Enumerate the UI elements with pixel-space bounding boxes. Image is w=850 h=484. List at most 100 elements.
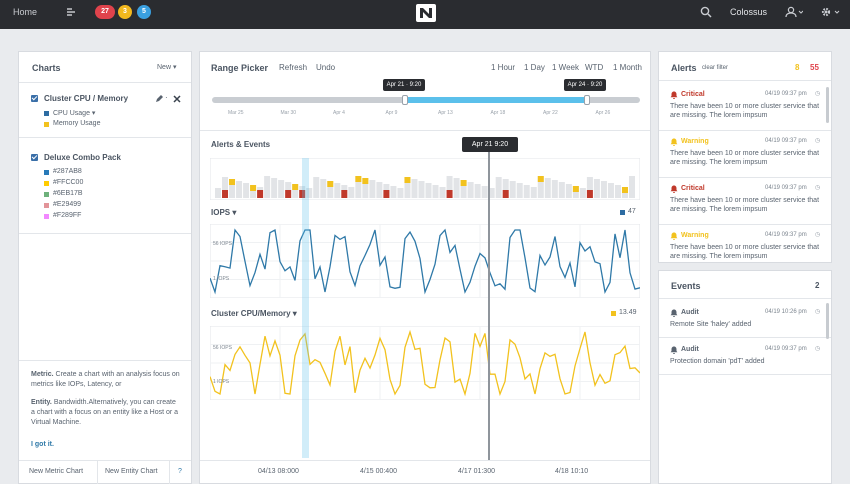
help-text: Metric. Create a chart with an analysis … bbox=[31, 370, 181, 428]
legend-label: #F289FF bbox=[53, 212, 82, 219]
alert-time: 04/19 09:37 pm bbox=[765, 138, 807, 144]
range-wtd[interactable]: WTD bbox=[585, 63, 604, 72]
bell-icon bbox=[670, 91, 678, 99]
event-message: Protection domain 'pdT' added bbox=[670, 358, 765, 365]
event-bar bbox=[523, 185, 530, 198]
cluster-name[interactable]: Colossus bbox=[730, 7, 768, 17]
cpu-memory-title[interactable]: Cluster CPU/Memory ▾ bbox=[211, 309, 297, 318]
bell-icon bbox=[670, 309, 678, 317]
legend-swatch bbox=[44, 122, 49, 127]
close-icon[interactable] bbox=[173, 95, 181, 103]
badge-critical[interactable]: 27 bbox=[95, 5, 115, 19]
range-end-tooltip: Apr 24 · 9:20 bbox=[564, 79, 606, 91]
event-item[interactable]: Audit 04/19 10:26 pm ◷ Remote Site 'haley' … bbox=[669, 309, 821, 339]
event-bar bbox=[439, 187, 446, 198]
event-item[interactable]: Audit 04/19 09:37 pm ◷ Protection domain 'p… bbox=[669, 346, 820, 376]
warning-bar bbox=[327, 181, 334, 187]
menu-icon[interactable] bbox=[66, 7, 76, 17]
group-checkbox-deluxe[interactable] bbox=[31, 154, 38, 161]
warning-bar bbox=[537, 176, 544, 182]
alert-item[interactable]: Warning 04/19 09:37 pm ◷ There have been 10… bbox=[669, 232, 820, 272]
group-title-cpu[interactable]: Cluster CPU / Memory bbox=[44, 94, 129, 103]
iops-current-value: 47 bbox=[628, 208, 636, 215]
event-bar bbox=[271, 178, 278, 198]
events-count: 2 bbox=[815, 281, 820, 290]
range-1-month[interactable]: 1 Month bbox=[613, 63, 642, 72]
range-slider-start-handle[interactable] bbox=[401, 95, 408, 105]
event-bar bbox=[502, 179, 509, 198]
new-entity-chart-button[interactable]: New Entity Chart bbox=[105, 468, 158, 475]
selection-highlight-band bbox=[302, 158, 309, 458]
group-title-deluxe[interactable]: Deluxe Combo Pack bbox=[44, 153, 121, 162]
edit-icon[interactable] bbox=[155, 95, 163, 103]
iops-chart[interactable] bbox=[210, 224, 640, 298]
divider bbox=[659, 374, 831, 375]
new-metric-chart-button[interactable]: New Metric Chart bbox=[29, 468, 84, 475]
events-scrollbar[interactable] bbox=[826, 303, 829, 339]
legend-label-cpu[interactable]: CPU Usage ▾ bbox=[53, 110, 96, 117]
x-tick: 04/13 08:000 bbox=[258, 468, 299, 475]
warning-bar bbox=[404, 177, 411, 183]
critical-bar bbox=[257, 190, 264, 198]
nutanix-logo-icon[interactable] bbox=[416, 4, 436, 22]
range-slider-selection[interactable] bbox=[404, 97, 587, 103]
event-bar bbox=[467, 182, 474, 198]
alert-item[interactable]: Critical 04/19 09:37 pm ◷ There have been 1… bbox=[669, 185, 821, 225]
clock-icon: ◷ bbox=[815, 185, 821, 191]
legend-label: #287AB8 bbox=[53, 168, 82, 175]
clear-filter-link[interactable]: clear filter bbox=[702, 65, 729, 71]
slider-tick-label: Apr 9 bbox=[385, 110, 398, 116]
slider-tick-label: Apr 13 bbox=[438, 110, 453, 116]
search-icon[interactable] bbox=[700, 6, 712, 18]
clock-icon: ◷ bbox=[815, 309, 821, 315]
range-1-day[interactable]: 1 Day bbox=[524, 63, 545, 72]
alerts-scrollbar[interactable] bbox=[826, 87, 829, 123]
range-slider-end-handle[interactable] bbox=[583, 95, 590, 105]
warning-count[interactable]: 8 bbox=[795, 63, 800, 72]
help-button[interactable]: ? bbox=[178, 468, 182, 475]
event-bar bbox=[418, 181, 425, 198]
time-cursor-line[interactable] bbox=[488, 152, 490, 460]
alert-item[interactable]: Warning 04/19 09:37 pm ◷ There have been 10… bbox=[669, 138, 820, 178]
bell-icon bbox=[670, 185, 678, 193]
alerts-events-chart[interactable] bbox=[210, 158, 640, 200]
cpu-memory-chart[interactable] bbox=[210, 326, 640, 400]
range-end-tooltip-text: Apr 24 · 9:20 bbox=[567, 82, 603, 88]
iops-legend-swatch bbox=[620, 210, 625, 215]
badge-warning[interactable]: 3 bbox=[118, 5, 132, 19]
user-icon[interactable] bbox=[785, 6, 803, 18]
event-bar bbox=[362, 178, 369, 198]
warning-bar bbox=[460, 180, 467, 186]
alert-item[interactable]: Critical 04/19 09:37 pm ◷ There have been 1… bbox=[669, 91, 820, 131]
help-entity-bold: Entity. bbox=[31, 399, 52, 406]
badge-info[interactable]: 5 bbox=[137, 5, 151, 19]
critical-count[interactable]: 55 bbox=[810, 63, 819, 72]
range-1-week[interactable]: 1 Week bbox=[552, 63, 579, 72]
new-chart-dropdown[interactable]: New ▾ bbox=[157, 64, 177, 71]
divider bbox=[659, 224, 831, 225]
range-1-hour[interactable]: 1 Hour bbox=[491, 63, 516, 72]
warning-bar bbox=[292, 184, 299, 190]
event-bar bbox=[320, 179, 327, 198]
legend-swatch bbox=[44, 111, 49, 116]
critical-bar bbox=[222, 190, 229, 198]
iops-title[interactable]: IOPS ▾ bbox=[211, 208, 237, 217]
legend-swatch bbox=[44, 214, 49, 219]
gear-icon[interactable] bbox=[820, 6, 840, 18]
undo-button[interactable]: Undo bbox=[316, 63, 336, 72]
event-bar bbox=[432, 185, 439, 198]
legend-label: #FFCC00 bbox=[53, 179, 84, 186]
x-tick: 4/17 01:300 bbox=[458, 468, 495, 475]
got-it-link[interactable]: I got it. bbox=[31, 441, 54, 448]
event-bar bbox=[229, 179, 236, 198]
home-link[interactable]: Home bbox=[13, 7, 38, 17]
event-bar bbox=[397, 188, 404, 198]
refresh-button[interactable]: Refresh bbox=[279, 63, 308, 72]
series-line bbox=[210, 329, 640, 397]
more-icon[interactable]: · bbox=[165, 93, 168, 102]
top-bar: Home 27 3 5 Colossus bbox=[0, 0, 850, 29]
range-picker-title: Range Picker bbox=[211, 63, 269, 73]
event-bar bbox=[551, 180, 558, 198]
event-bar bbox=[446, 176, 453, 198]
group-checkbox-cpu[interactable] bbox=[31, 95, 38, 102]
